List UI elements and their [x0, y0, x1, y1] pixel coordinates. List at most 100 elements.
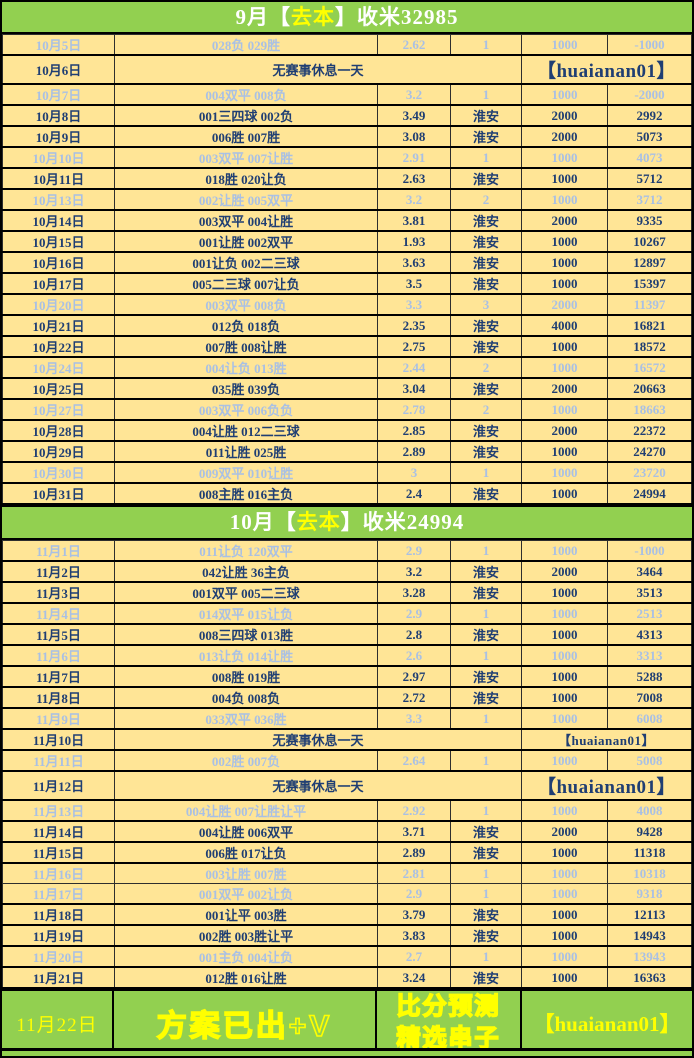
stake-cell: 2000 — [521, 377, 608, 400]
date-cell: 10月17日 — [2, 272, 115, 295]
rest-note-cell: 无赛事休息一天 — [114, 770, 522, 801]
stake-cell: 1000 — [521, 966, 608, 989]
date-cell: 11月14日 — [2, 820, 115, 843]
table-row: 10月16日 001让负 002二三球 3.63 淮安 1000 12897 — [2, 251, 692, 274]
september-summary-bar: 9月【去本】收米32985 — [2, 2, 692, 34]
footer-predict-line1: 比分预测 — [396, 992, 501, 1021]
total-cell: -2000 — [607, 83, 692, 106]
table-row: 11月1日 011让负 120双平 2.9 1 1000 -1000 — [2, 540, 692, 562]
table-row: 10月11日 018胜 020让负 2.63 淮安 1000 5712 — [2, 167, 692, 190]
stake-cell: 1000 — [521, 799, 608, 822]
pick-cell: 008三四球 013胜 — [114, 623, 378, 646]
pick-cell: 006胜 007胜 — [114, 125, 378, 148]
total-cell: 23720 — [607, 461, 692, 484]
table-row: 10月27日 003双平 006负负 2.78 2 1000 18663 — [2, 398, 692, 421]
pick-cell: 008主胜 016主负 — [114, 482, 378, 505]
pick-cell: 003双平 006负负 — [114, 398, 378, 421]
table-row: 11月17日 001双平 002让负 2.9 1 1000 9318 — [2, 883, 692, 905]
stake-cell: 1000 — [521, 34, 608, 56]
odds-cell: 3.81 — [377, 209, 451, 232]
total-cell: 4073 — [607, 146, 692, 169]
total-cell: 24994 — [607, 482, 692, 505]
date-cell: 10月27日 — [2, 398, 115, 421]
total-cell: 7008 — [607, 686, 692, 709]
stake-cell: 1000 — [521, 686, 608, 709]
table-row: 11月13日 004让胜 007让胜让平 2.92 1 1000 4008 — [2, 799, 692, 822]
unit-cell: 1 — [450, 707, 522, 730]
date-cell: 11月2日 — [2, 560, 115, 583]
date-cell: 10月9日 — [2, 125, 115, 148]
unit-cell: 1 — [450, 34, 522, 56]
stake-cell: 1000 — [521, 862, 608, 884]
stake-cell: 1000 — [521, 461, 608, 484]
odds-cell: 2.9 — [377, 883, 451, 905]
watermark-cell: 【huaianan01】 — [521, 728, 692, 751]
september-summary-highlight: 去本 — [291, 5, 335, 29]
pick-cell: 033双平 036胜 — [114, 707, 378, 730]
date-cell: 11月17日 — [2, 883, 115, 905]
unit-cell: 2 — [450, 188, 522, 211]
odds-cell: 3.2 — [377, 560, 451, 583]
unit-cell: 淮安 — [450, 560, 522, 583]
table-row: 10月6日 无赛事休息一天 【huaianan01】 — [2, 54, 692, 85]
total-cell: 9335 — [607, 209, 692, 232]
stake-cell: 1000 — [521, 665, 608, 688]
table-row: 10月7日 004双平 008负 3.2 1 1000 -2000 — [2, 83, 692, 106]
table-row: 11月4日 014双平 015让负 2.9 1 1000 2513 — [2, 602, 692, 625]
odds-cell: 2.75 — [377, 335, 451, 358]
date-cell: 11月18日 — [2, 903, 115, 926]
table-row: 11月18日 001让平 003胜 3.79 淮安 1000 12113 — [2, 903, 692, 926]
date-cell: 11月19日 — [2, 924, 115, 947]
pick-cell: 018胜 020让负 — [114, 167, 378, 190]
date-cell: 10月10日 — [2, 146, 115, 169]
odds-cell: 2.72 — [377, 686, 451, 709]
pick-cell: 001三四球 002负 — [114, 104, 378, 127]
date-cell: 10月28日 — [2, 419, 115, 442]
table-row: 10月9日 006胜 007胜 3.08 淮安 2000 5073 — [2, 125, 692, 148]
stake-cell: 1000 — [521, 398, 608, 421]
date-cell: 10月21日 — [2, 314, 115, 337]
unit-cell: 1 — [450, 602, 522, 625]
pick-cell: 011让胜 025胜 — [114, 440, 378, 463]
unit-cell: 淮安 — [450, 966, 522, 989]
odds-cell: 3.2 — [377, 188, 451, 211]
footer-date: 11月22日 — [16, 1014, 98, 1036]
unit-cell: 1 — [450, 862, 522, 884]
date-cell: 11月5日 — [2, 623, 115, 646]
stake-cell: 1000 — [521, 581, 608, 604]
pick-cell: 004让胜 007让胜让平 — [114, 799, 378, 822]
odds-cell: 3.83 — [377, 924, 451, 947]
stake-cell: 1000 — [521, 335, 608, 358]
unit-cell: 淮安 — [450, 125, 522, 148]
date-cell: 10月14日 — [2, 209, 115, 232]
stake-cell: 1000 — [521, 230, 608, 253]
table-row: 10月5日 028负 029胜 2.62 1 1000 -1000 — [2, 34, 692, 56]
table-row: 10月17日 005二三球 007让负 3.5 淮安 1000 15397 — [2, 272, 692, 295]
stake-cell: 2000 — [521, 820, 608, 843]
total-cell: 5712 — [607, 167, 692, 190]
odds-cell: 2.62 — [377, 34, 451, 56]
date-cell: 10月25日 — [2, 377, 115, 400]
stake-cell: 1000 — [521, 251, 608, 274]
table-row: 11月19日 002胜 003胜让平 3.83 淮安 1000 14943 — [2, 924, 692, 947]
pick-cell: 007胜 008让胜 — [114, 335, 378, 358]
odds-cell: 2.9 — [377, 602, 451, 625]
stake-cell: 2000 — [521, 104, 608, 127]
total-cell: 12113 — [607, 903, 692, 926]
table-row: 10月25日 035胜 039负 3.04 淮安 2000 20663 — [2, 377, 692, 400]
unit-cell: 淮安 — [450, 377, 522, 400]
total-cell: 18663 — [607, 398, 692, 421]
total-cell: 13943 — [607, 945, 692, 968]
total-cell: 20663 — [607, 377, 692, 400]
pick-cell: 035胜 039负 — [114, 377, 378, 400]
odds-cell: 3.2 — [377, 83, 451, 106]
date-cell: 11月16日 — [2, 862, 115, 884]
total-cell: 15397 — [607, 272, 692, 295]
pick-cell: 003让胜 007胜 — [114, 862, 378, 884]
date-cell: 10月15日 — [2, 230, 115, 253]
total-cell: 12897 — [607, 251, 692, 274]
stake-cell: 1000 — [521, 707, 608, 730]
stake-cell: 1000 — [521, 356, 608, 379]
table-row: 10月22日 007胜 008让胜 2.75 淮安 1000 18572 — [2, 335, 692, 358]
